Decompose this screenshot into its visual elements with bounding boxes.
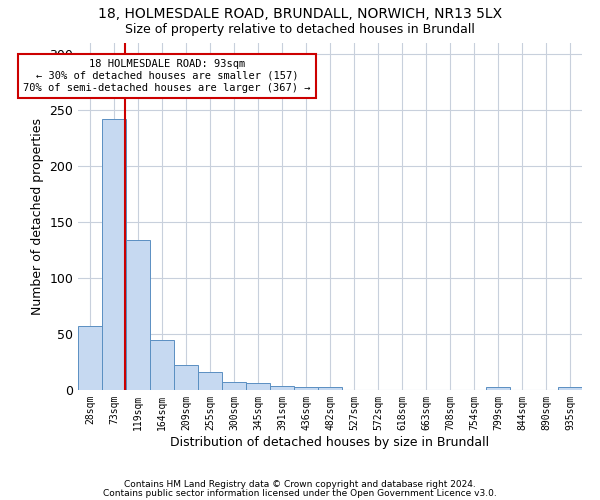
- Bar: [294, 386, 318, 390]
- Bar: [198, 372, 222, 390]
- Bar: [126, 240, 150, 390]
- Bar: [222, 382, 246, 390]
- Bar: [102, 118, 126, 390]
- Text: Contains HM Land Registry data © Crown copyright and database right 2024.: Contains HM Land Registry data © Crown c…: [124, 480, 476, 489]
- Bar: [246, 384, 270, 390]
- Text: Size of property relative to detached houses in Brundall: Size of property relative to detached ho…: [125, 22, 475, 36]
- Y-axis label: Number of detached properties: Number of detached properties: [31, 118, 44, 315]
- X-axis label: Distribution of detached houses by size in Brundall: Distribution of detached houses by size …: [170, 436, 490, 448]
- Bar: [150, 340, 174, 390]
- Bar: [558, 386, 582, 390]
- Bar: [486, 386, 510, 390]
- Text: Contains public sector information licensed under the Open Government Licence v3: Contains public sector information licen…: [103, 488, 497, 498]
- Bar: [318, 386, 342, 390]
- Text: 18, HOLMESDALE ROAD, BRUNDALL, NORWICH, NR13 5LX: 18, HOLMESDALE ROAD, BRUNDALL, NORWICH, …: [98, 8, 502, 22]
- Bar: [270, 386, 294, 390]
- Text: 18 HOLMESDALE ROAD: 93sqm
← 30% of detached houses are smaller (157)
70% of semi: 18 HOLMESDALE ROAD: 93sqm ← 30% of detac…: [23, 60, 311, 92]
- Bar: [78, 326, 102, 390]
- Bar: [174, 366, 198, 390]
